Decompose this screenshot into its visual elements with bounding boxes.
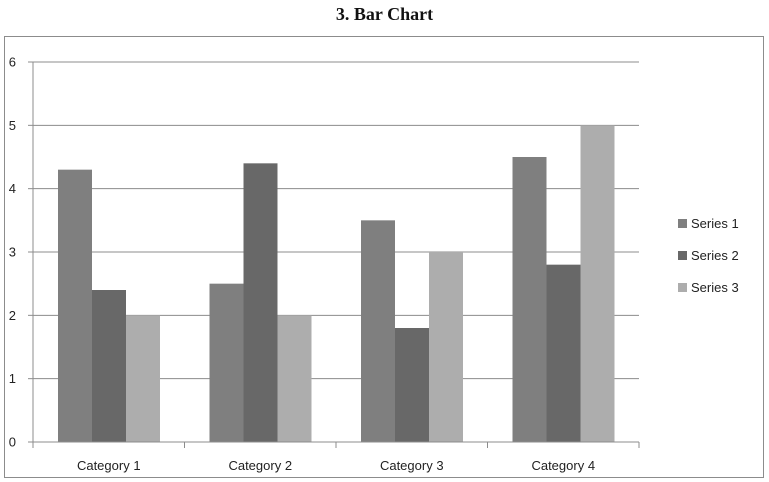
legend-label-1: Series 1	[691, 216, 739, 231]
x-tick-label: Category 1	[77, 458, 141, 473]
axes	[28, 61, 640, 448]
bar-2-1	[92, 290, 126, 442]
legend-label-3: Series 3	[691, 280, 739, 295]
y-tick-label: 3	[9, 245, 16, 260]
x-tick-label: Category 3	[380, 458, 444, 473]
y-tick-label: 2	[9, 308, 16, 323]
legend-swatch-1	[678, 219, 687, 228]
x-tick-label: Category 4	[531, 458, 595, 473]
bar-2-2	[243, 163, 278, 443]
chart-title: 3. Bar Chart	[335, 4, 434, 24]
bar-3-4	[580, 125, 615, 442]
bar-3-3	[429, 252, 463, 442]
y-tick-label: 5	[9, 118, 16, 133]
y-tick-label: 0	[9, 435, 16, 450]
bar-2-4	[546, 264, 581, 442]
legend-swatch-3	[678, 283, 687, 292]
x-tick-labels: Category 1 Category 2 Category 3 Category 4	[77, 458, 595, 473]
bar-1-2	[209, 283, 244, 442]
y-tick-labels: 0 1 2 3 4 5 6	[9, 55, 16, 450]
bars	[58, 125, 615, 443]
bar-1-4	[512, 157, 547, 442]
bar-1-3	[361, 220, 395, 442]
bar-3-1	[126, 315, 160, 442]
x-tick-label: Category 2	[228, 458, 292, 473]
legend-label-2: Series 2	[691, 248, 739, 263]
y-tick-label: 6	[9, 55, 16, 70]
y-tick-label: 4	[9, 181, 16, 196]
y-tick-label: 1	[9, 371, 16, 386]
legend: Series 1 Series 2 Series 3	[678, 216, 739, 295]
bar-1-1	[58, 169, 92, 442]
bar-2-3	[395, 328, 429, 442]
bar-3-2	[277, 315, 312, 442]
legend-swatch-2	[678, 251, 687, 260]
